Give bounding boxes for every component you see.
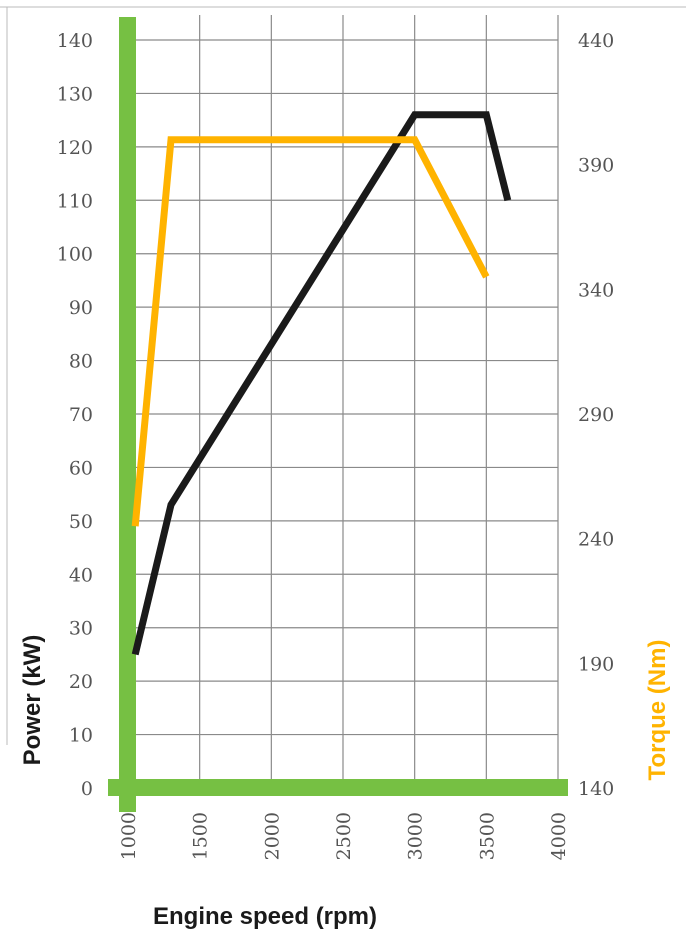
y-left-tick-label: 50	[69, 511, 93, 533]
y-left-tick-label: 110	[57, 190, 93, 212]
y-axis-bar	[119, 17, 136, 812]
y-left-tick-label: 40	[69, 564, 93, 586]
y-left-tick-label: 0	[81, 778, 93, 800]
axes	[108, 17, 568, 812]
x-axis-title: Engine speed (rpm)	[153, 903, 377, 930]
y-left-tick-label: 130	[57, 83, 93, 105]
y-axis-title-right: Torque (Nm)	[644, 640, 671, 781]
x-tick-label: 3000	[405, 812, 427, 860]
x-tick-label: 3500	[476, 812, 498, 860]
y-right-tick-label: 140	[578, 778, 614, 800]
x-tick-label: 1000	[118, 812, 140, 860]
y-right-tick-label: 190	[578, 653, 614, 675]
y-left-tick-label: 120	[57, 137, 93, 159]
y-axis-title-left: Power (kW)	[19, 635, 46, 766]
x-axis-bar	[108, 779, 568, 796]
grid	[128, 15, 559, 788]
y-right-tick-label: 340	[578, 279, 614, 301]
y-left-tick-label: 60	[69, 457, 93, 479]
y-right-tick-label: 290	[578, 404, 614, 426]
x-tick-label: 1500	[190, 812, 212, 860]
y-left-tick-label: 80	[69, 351, 93, 373]
y-left-tick-label: 100	[57, 244, 93, 266]
series-lines	[131, 111, 512, 656]
y-left-tick-label: 70	[69, 404, 93, 426]
series-line-left	[131, 111, 512, 656]
y-left-tick-label: 90	[69, 297, 93, 319]
x-tick-label: 2000	[261, 812, 283, 860]
y-right-tick-label: 240	[578, 529, 614, 551]
y-left-tick-label: 20	[69, 671, 93, 693]
x-tick-label: 4000	[548, 812, 570, 860]
tick-labels: 0 10 20 30 40 50 60 70 80 90 100 110 120 130 140 140 190…	[57, 30, 615, 860]
y-left-tick-label: 140	[57, 30, 93, 52]
x-tick-label: 2500	[333, 812, 355, 860]
y-right-tick-label: 440	[578, 30, 614, 52]
series-line-right	[131, 136, 490, 527]
y-left-tick-label: 10	[69, 725, 93, 747]
y-left-tick-label: 30	[69, 618, 93, 640]
y-right-tick-label: 390	[578, 155, 614, 177]
